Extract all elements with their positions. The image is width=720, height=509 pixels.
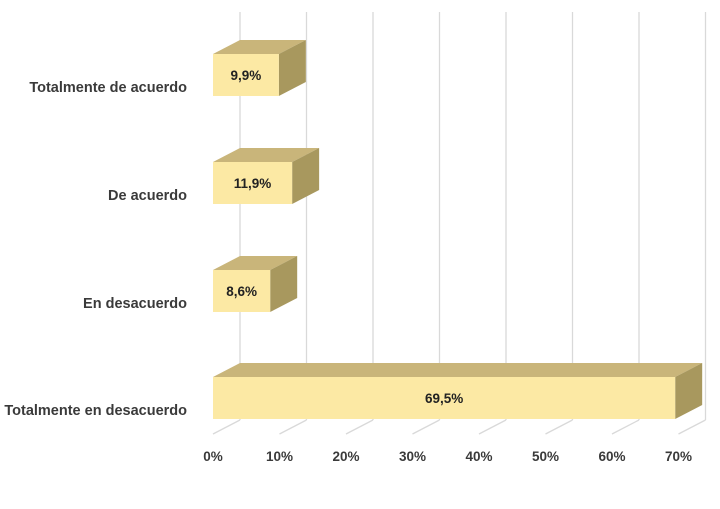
data-label: 11,9%: [234, 176, 272, 191]
bars: 9,9% 11,9% 8,6% 69,5%: [213, 40, 703, 419]
x-tick-label: 60%: [598, 449, 625, 464]
gridlines: [212, 12, 707, 435]
bar-top-face: [213, 363, 703, 377]
bar-side-face: [292, 148, 320, 204]
x-tick-label: 20%: [332, 449, 359, 464]
floor-gridline: [478, 419, 507, 435]
x-tick-label: 70%: [665, 449, 692, 464]
bar-top-face: [213, 148, 320, 162]
category-labels: Totalmente de acuerdo De acuerdo En desacu…: [4, 80, 187, 419]
category-label: Totalmente en desacuerdo: [4, 403, 187, 419]
bar: [213, 54, 279, 96]
x-tick-label: 40%: [465, 449, 492, 464]
category-label: De acuerdo: [108, 188, 187, 204]
floor-gridline: [412, 419, 440, 435]
floor-gridline: [345, 419, 374, 435]
floor-gridline: [279, 419, 307, 435]
floor-gridline: [611, 419, 640, 435]
bar-side-face: [675, 363, 703, 419]
bar: [213, 377, 676, 419]
x-tick-label: 30%: [399, 449, 426, 464]
bar-top-face: [213, 40, 306, 54]
x-axis-tick-labels: 0% 10% 20% 30% 40% 50% 60% 70%: [203, 449, 692, 464]
floor-gridline: [678, 419, 706, 435]
bar: [213, 162, 293, 204]
bar-side-face: [278, 40, 306, 96]
category-label: En desacuerdo: [83, 296, 187, 312]
floor-gridline: [212, 419, 241, 435]
data-label: 69,5%: [425, 391, 463, 406]
x-tick-label: 50%: [532, 449, 559, 464]
bar-side-face: [270, 256, 298, 312]
x-tick-label: 0%: [203, 449, 223, 464]
category-label: Totalmente de acuerdo: [29, 80, 187, 96]
data-label: 9,9%: [231, 68, 262, 83]
data-label: 8,6%: [226, 284, 257, 299]
bar: [213, 270, 271, 312]
bar-top-face: [213, 256, 298, 270]
x-tick-label: 10%: [266, 449, 293, 464]
floor-gridline: [545, 419, 573, 435]
